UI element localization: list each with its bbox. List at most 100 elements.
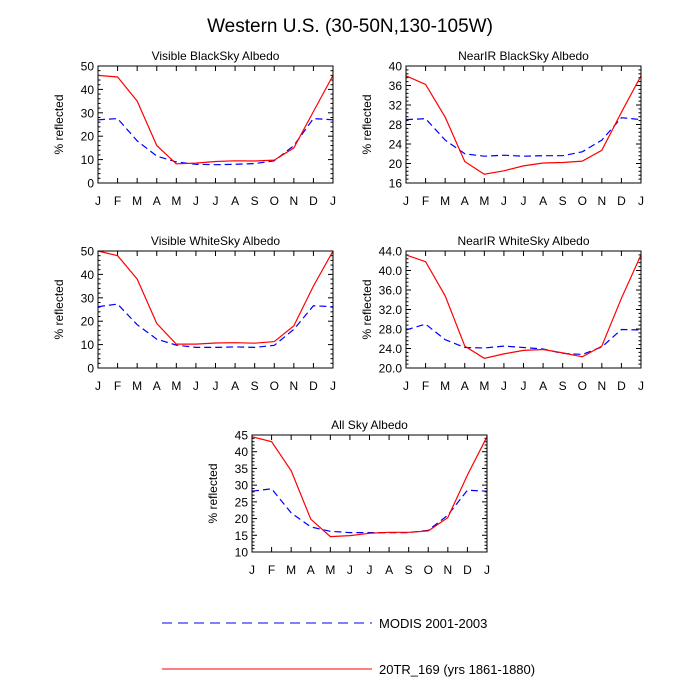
y-tick-label: 36	[389, 79, 403, 93]
y-tick-label: 10	[235, 546, 249, 560]
x-tick-label: M	[171, 194, 181, 208]
y-tick-label: 24.0	[379, 342, 403, 356]
x-tick-label: S	[251, 379, 259, 393]
x-tick-label: S	[559, 379, 567, 393]
panel-2: NearIR BlackSky Albedo % reflected 16 20 24 2…	[360, 49, 644, 208]
y-tick-label: 45	[235, 429, 249, 443]
x-tick-label: A	[153, 379, 161, 393]
x-tick-label: F	[268, 563, 275, 577]
x-tick-label: M	[286, 563, 296, 577]
x-tick-label: J	[95, 194, 101, 208]
x-tick-label: J	[501, 194, 507, 208]
x-tick-label: S	[559, 194, 567, 208]
x-tick-label: J	[213, 379, 219, 393]
panel-title: All Sky Albedo	[331, 418, 408, 432]
y-tick-label: 40	[81, 83, 95, 97]
x-tick-label: F	[422, 379, 429, 393]
panel-title: NearIR WhiteSky Albedo	[457, 234, 589, 248]
x-tick-label: M	[132, 194, 142, 208]
x-tick-label: J	[501, 379, 507, 393]
series-line-model	[97, 250, 334, 345]
x-tick-label: A	[539, 194, 547, 208]
x-tick-label: M	[325, 563, 335, 577]
panel-title: NearIR BlackSky Albedo	[458, 49, 589, 63]
x-tick-label: D	[309, 194, 318, 208]
x-tick-label: A	[461, 379, 469, 393]
x-tick-label: J	[347, 563, 353, 577]
x-tick-label: J	[638, 379, 644, 393]
legend-label-model: 20TR_169 (yrs 1861-1880)	[379, 662, 535, 677]
y-tick-label: 40	[235, 445, 249, 459]
panel-title: Visible WhiteSky Albedo	[151, 234, 281, 248]
panel-4: NearIR WhiteSky Albedo % reflected 20.0 24.…	[360, 234, 644, 393]
y-tick-label: 16	[389, 177, 403, 191]
x-tick-label: A	[231, 194, 239, 208]
x-tick-label: N	[597, 194, 606, 208]
x-tick-label: F	[114, 194, 121, 208]
x-tick-label: A	[385, 563, 393, 577]
y-tick-label: 15	[235, 529, 249, 543]
y-tick-label: 44.0	[379, 245, 403, 259]
x-tick-label: J	[193, 194, 199, 208]
plot-frame	[405, 250, 642, 369]
series-line-model	[405, 75, 642, 175]
y-tick-label: 20	[81, 130, 95, 144]
y-tick-label: 32.0	[379, 303, 403, 317]
x-tick-label: J	[330, 379, 336, 393]
x-tick-label: F	[114, 379, 121, 393]
panel-3: Visible WhiteSky Albedo % reflected 0 10 20 3…	[52, 234, 336, 393]
x-tick-label: M	[171, 379, 181, 393]
series-line-modis	[97, 303, 334, 349]
y-tick-label: 30	[81, 106, 95, 120]
x-tick-label: F	[422, 194, 429, 208]
y-tick-label: 0	[87, 362, 94, 376]
x-tick-label: J	[403, 194, 409, 208]
panel-1: Visible BlackSky Albedo % reflected 0 10 20 3…	[52, 49, 336, 208]
series-line-modis	[251, 488, 488, 534]
x-tick-label: J	[193, 379, 199, 393]
x-tick-label: M	[479, 379, 489, 393]
y-tick-label: 25	[235, 495, 249, 509]
x-tick-label: M	[440, 194, 450, 208]
y-tick-label: 28	[389, 118, 403, 132]
y-tick-label: 20	[235, 512, 249, 526]
y-tick-label: 30	[81, 291, 95, 305]
series-line-modis	[405, 117, 642, 157]
x-tick-label: M	[479, 194, 489, 208]
x-tick-label: O	[578, 379, 587, 393]
x-tick-label: O	[270, 379, 279, 393]
y-tick-label: 20	[389, 157, 403, 171]
x-tick-label: D	[309, 379, 318, 393]
x-tick-label: J	[249, 563, 255, 577]
x-tick-label: J	[330, 194, 336, 208]
x-tick-label: N	[289, 194, 298, 208]
x-tick-label: A	[461, 194, 469, 208]
x-tick-label: O	[578, 194, 587, 208]
y-tick-label: 30	[235, 479, 249, 493]
x-tick-label: O	[270, 194, 279, 208]
x-tick-label: M	[440, 379, 450, 393]
y-axis-label: % reflected	[52, 279, 66, 339]
plot-frame	[251, 434, 488, 553]
panel-5: All Sky Albedo % reflected 10 15 20 25 30 35 40 4…	[206, 418, 490, 577]
y-tick-label: 28.0	[379, 323, 403, 337]
x-tick-label: O	[424, 563, 433, 577]
series-line-model	[97, 74, 334, 165]
y-tick-label: 10	[81, 338, 95, 352]
x-tick-label: M	[132, 379, 142, 393]
y-tick-label: 40	[81, 268, 95, 282]
x-tick-label: N	[443, 563, 452, 577]
y-axis-label: % reflected	[360, 94, 374, 154]
series-line-modis	[97, 117, 334, 166]
y-tick-label: 35	[235, 462, 249, 476]
x-tick-label: J	[521, 379, 527, 393]
x-tick-label: N	[597, 379, 606, 393]
series-line-model	[251, 436, 488, 538]
x-tick-label: N	[289, 379, 298, 393]
x-tick-label: J	[484, 563, 490, 577]
x-tick-label: D	[463, 563, 472, 577]
legend-label-modis: MODIS 2001-2003	[379, 616, 487, 631]
figure-title: Western U.S. (30-50N,130-105W)	[207, 16, 493, 37]
x-tick-label: J	[95, 379, 101, 393]
